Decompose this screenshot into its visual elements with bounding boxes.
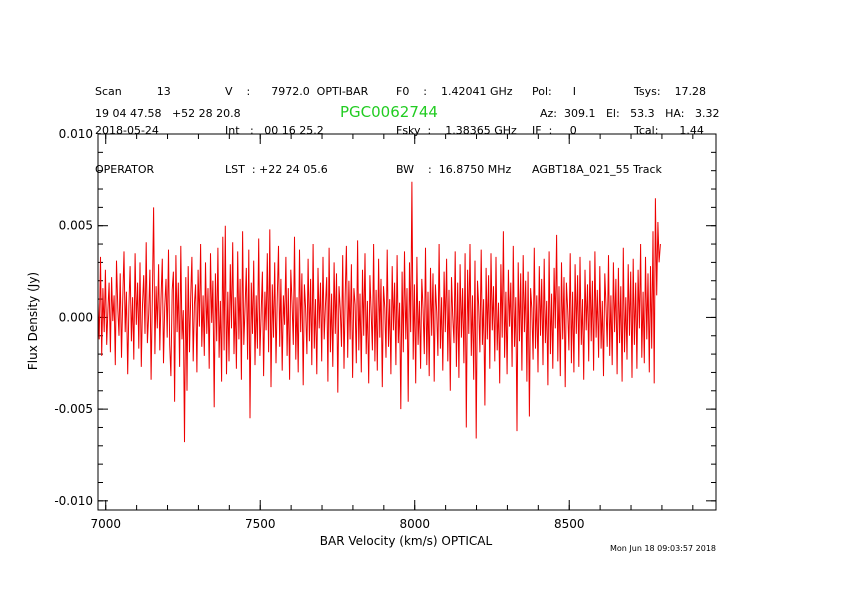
spectrum-trace-group	[97, 181, 661, 443]
y-tick-label: 0.005	[59, 219, 93, 233]
x-tick-label: 8000	[399, 517, 430, 531]
y-tick-label: -0.005	[54, 402, 93, 416]
source-name: PGC0062744	[340, 103, 438, 121]
y-axis-title-group: Flux Density (Jy)	[26, 272, 40, 370]
axis-ticks: 0.010 0.005 0.000 -0.005 -0.010 7000 7500 8000 8…	[54, 127, 716, 531]
y-axis-title: Flux Density (Jy)	[26, 272, 40, 370]
polarization: Pol: I	[532, 85, 576, 98]
y-tick-label: 0.000	[59, 310, 93, 324]
tsys: Tsys: 17.28	[634, 85, 707, 98]
x-tick-label: 7000	[90, 517, 121, 531]
rest-frequency: F0 : 1.42041 GHz	[396, 85, 513, 98]
project-procedure: AGBT18A_021_55 Track	[532, 163, 662, 176]
observer: OPERATOR	[95, 163, 155, 176]
lst: LST : +22 24 05.6	[225, 163, 328, 176]
x-tick-label: 7500	[245, 517, 276, 531]
velocity: V : 7972.0 OPTI-BAR	[225, 85, 369, 98]
pointing-info: Az: 309.1 El: 53.3 HA: 3.32	[540, 107, 720, 120]
plot-timestamp: Mon Jun 18 09:03:57 2018	[610, 544, 716, 553]
scan-number: Scan 13	[95, 85, 171, 98]
y-tick-label: 0.010	[59, 127, 93, 141]
spectrum-trace	[97, 181, 661, 443]
y-tick-label: -0.010	[54, 494, 93, 508]
plot-frame	[97, 133, 717, 511]
header-polarization-info: Pol: I IF : 0 AGBT18A_021_55 Track	[532, 59, 662, 189]
x-axis-title: BAR Velocity (km/s) OPTICAL	[320, 534, 493, 548]
if-number: IF : 0	[532, 124, 577, 137]
x-tick-label: 8500	[554, 517, 585, 531]
bandwidth: BW : 16.8750 MHz	[396, 163, 512, 176]
source-coordinates: 19 04 47.58 +52 28 20.8	[95, 107, 241, 120]
